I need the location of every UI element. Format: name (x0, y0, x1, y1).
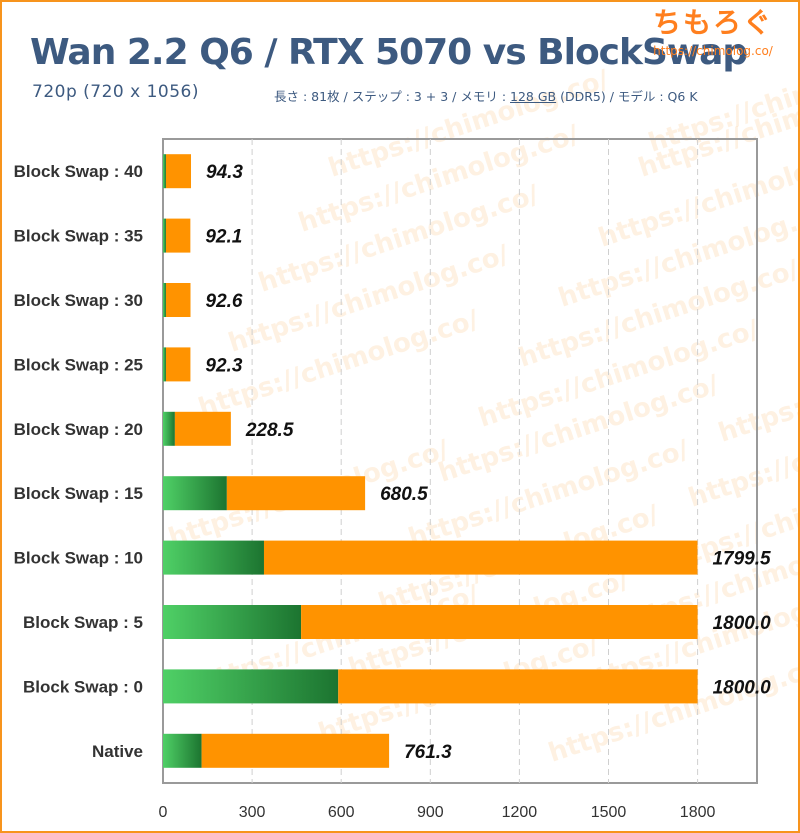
bar-segment-orange (263, 540, 698, 575)
value-label: 92.3 (205, 355, 242, 376)
conditions-suffix: (DDR5) / モデル : Q6 K (556, 89, 698, 104)
bar-segment-green (163, 283, 166, 317)
bar-segment-green (163, 733, 202, 768)
bar-segment-orange (201, 733, 390, 768)
category-label: Block Swap : 10 (14, 549, 143, 568)
category-label: Block Swap : 35 (14, 227, 143, 246)
bar-segment-orange (226, 476, 366, 511)
labels-layer: Block Swap : 40 94.3 Block Swap : 35 92.1 Bl… (14, 162, 772, 763)
category-label: Block Swap : 20 (14, 420, 143, 439)
x-axis-ticks: 0 300 600 900 1200 1500 1800 (159, 804, 716, 821)
logo-mark: ちもろぐ (652, 6, 773, 39)
value-label: 92.1 (205, 227, 242, 248)
category-label: Native (92, 742, 143, 761)
bar-segment-green (163, 540, 264, 575)
x-tick-label: 1500 (591, 804, 627, 821)
watermark-layer: https://chimolog.co/https://chimolog.co/… (165, 40, 798, 769)
value-label: 1800.0 (713, 613, 772, 634)
logo-url: https://chimolog.co/ (653, 44, 773, 58)
category-label: Block Swap : 40 (14, 162, 143, 181)
bar-segment-green (163, 411, 175, 446)
bar-segment-green (163, 605, 302, 639)
chart-title: Wan 2.2 Q6 / RTX 5070 vs BlockSwap (30, 32, 748, 73)
bar-segment-green (163, 669, 339, 704)
category-label: Block Swap : 0 (23, 677, 143, 696)
bar-segment-green (163, 476, 227, 511)
bar-segment-orange (301, 605, 698, 639)
x-tick-label: 1800 (680, 804, 716, 821)
category-label: Block Swap : 15 (14, 484, 143, 503)
chart-subtitle: 720p (720 x 1056) (32, 82, 199, 102)
category-label: Block Swap : 5 (23, 613, 143, 632)
conditions-prefix: 長さ : 81枚 / ステップ : 3 + 3 / メモリ : (274, 89, 511, 104)
bar-segment-orange (338, 669, 698, 704)
value-label: 761.3 (404, 742, 452, 763)
x-tick-label: 300 (239, 804, 266, 821)
bar-segment-orange (165, 154, 192, 189)
category-label: Block Swap : 25 (14, 355, 143, 374)
bar-segment-green (163, 347, 166, 382)
bar-segment-orange (165, 347, 191, 382)
x-tick-label: 900 (417, 804, 444, 821)
x-tick-label: 1200 (502, 804, 538, 821)
value-label: 94.3 (206, 162, 243, 183)
value-label: 1800.0 (713, 677, 772, 698)
site-logo: ちもろぐ https://chimolog.co/ (638, 4, 788, 58)
bars-layer (163, 154, 698, 768)
plot-border (162, 138, 758, 784)
bar-segment-green (163, 218, 166, 253)
grid-lines (162, 138, 758, 784)
x-tick-label: 0 (159, 804, 168, 821)
memory-size: 128 GB (510, 89, 557, 104)
value-label: 228.5 (245, 420, 294, 441)
value-label: 92.6 (206, 291, 243, 312)
bar-segment-orange (174, 411, 231, 446)
bar-segment-orange (165, 218, 191, 253)
x-tick-label: 600 (328, 804, 355, 821)
value-label: 680.5 (380, 484, 428, 505)
value-label: 1799.5 (712, 549, 771, 570)
test-conditions: 長さ : 81枚 / ステップ : 3 + 3 / メモリ : 128 GB (… (274, 86, 698, 105)
bar-segment-orange (165, 283, 191, 317)
category-label: Block Swap : 30 (14, 291, 143, 310)
bar-segment-green (163, 154, 166, 189)
